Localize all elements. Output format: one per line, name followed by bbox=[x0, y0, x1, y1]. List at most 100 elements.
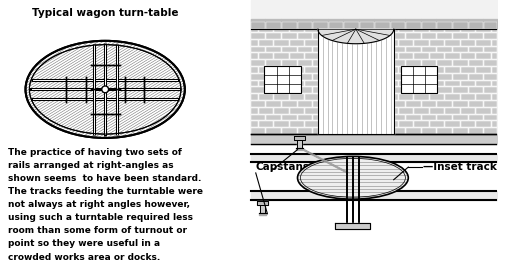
Bar bbox=[484, 74, 497, 80]
Bar bbox=[469, 19, 483, 25]
Bar bbox=[265, 66, 301, 93]
Bar bbox=[290, 94, 305, 100]
Bar bbox=[367, 67, 382, 73]
Bar bbox=[305, 108, 320, 114]
Bar bbox=[336, 67, 351, 73]
Bar bbox=[282, 115, 296, 121]
Bar bbox=[401, 66, 437, 93]
Bar bbox=[399, 122, 413, 127]
Bar bbox=[461, 53, 475, 59]
Bar bbox=[360, 74, 374, 80]
Bar bbox=[251, 115, 265, 121]
Circle shape bbox=[102, 86, 108, 93]
Bar bbox=[469, 60, 483, 66]
Bar bbox=[445, 26, 460, 32]
Bar bbox=[437, 19, 452, 25]
Bar bbox=[251, 26, 258, 32]
Bar bbox=[461, 67, 475, 73]
Bar bbox=[313, 47, 328, 52]
Bar bbox=[305, 67, 320, 73]
Bar bbox=[266, 88, 281, 93]
Bar bbox=[492, 67, 497, 73]
Bar bbox=[266, 60, 281, 66]
Bar bbox=[469, 47, 483, 52]
Bar bbox=[251, 81, 258, 86]
Bar bbox=[360, 19, 374, 25]
Bar bbox=[391, 128, 405, 134]
Bar bbox=[367, 40, 382, 46]
Bar bbox=[476, 94, 491, 100]
Bar bbox=[290, 122, 305, 127]
Bar bbox=[469, 88, 483, 93]
Bar bbox=[290, 26, 305, 32]
Bar bbox=[290, 67, 305, 73]
Bar bbox=[453, 33, 468, 39]
Bar bbox=[437, 101, 452, 107]
Bar bbox=[375, 22, 390, 29]
Bar bbox=[352, 94, 366, 100]
Bar bbox=[266, 128, 281, 134]
Bar bbox=[437, 60, 452, 66]
Bar bbox=[422, 33, 436, 39]
Bar bbox=[290, 40, 305, 46]
Bar bbox=[445, 122, 460, 127]
Bar bbox=[266, 19, 281, 25]
Bar bbox=[266, 47, 281, 52]
Bar bbox=[453, 47, 468, 52]
Bar bbox=[282, 74, 296, 80]
Bar bbox=[484, 128, 497, 134]
Bar bbox=[297, 19, 312, 25]
Bar bbox=[391, 88, 405, 93]
Bar bbox=[399, 67, 413, 73]
Bar bbox=[266, 115, 281, 121]
Bar bbox=[391, 47, 405, 52]
Bar bbox=[313, 115, 328, 121]
Bar bbox=[406, 60, 421, 66]
Bar bbox=[492, 108, 497, 114]
Bar bbox=[251, 67, 258, 73]
Bar bbox=[329, 33, 343, 39]
Bar bbox=[367, 53, 382, 59]
Bar bbox=[484, 33, 497, 39]
Bar bbox=[476, 40, 491, 46]
Bar bbox=[297, 101, 312, 107]
Bar bbox=[399, 108, 413, 114]
Bar bbox=[336, 81, 351, 86]
Bar bbox=[321, 40, 335, 46]
Bar bbox=[391, 22, 405, 29]
Bar bbox=[344, 101, 359, 107]
Bar bbox=[430, 67, 444, 73]
Bar bbox=[259, 67, 273, 73]
Bar bbox=[492, 26, 497, 32]
Bar bbox=[266, 33, 281, 39]
Bar bbox=[383, 94, 398, 100]
Ellipse shape bbox=[26, 41, 185, 138]
Bar bbox=[360, 128, 374, 134]
Bar bbox=[484, 101, 497, 107]
Bar bbox=[352, 26, 366, 32]
Bar bbox=[406, 101, 421, 107]
Bar bbox=[290, 81, 305, 86]
Bar bbox=[414, 40, 429, 46]
Bar bbox=[360, 115, 374, 121]
Bar bbox=[329, 128, 343, 134]
Bar bbox=[445, 40, 460, 46]
Bar bbox=[266, 74, 281, 80]
Bar bbox=[297, 33, 312, 39]
Bar bbox=[414, 67, 429, 73]
Bar bbox=[344, 60, 359, 66]
Bar bbox=[313, 33, 328, 39]
Bar bbox=[406, 19, 421, 25]
Bar bbox=[336, 26, 351, 32]
Bar bbox=[329, 22, 343, 29]
Bar bbox=[336, 108, 351, 114]
Bar bbox=[336, 53, 351, 59]
Bar bbox=[282, 33, 296, 39]
Bar bbox=[375, 19, 390, 25]
Bar bbox=[290, 108, 305, 114]
Bar bbox=[344, 19, 359, 25]
Bar bbox=[360, 88, 374, 93]
Bar bbox=[453, 115, 468, 121]
Bar bbox=[274, 53, 289, 59]
Bar bbox=[414, 122, 429, 127]
